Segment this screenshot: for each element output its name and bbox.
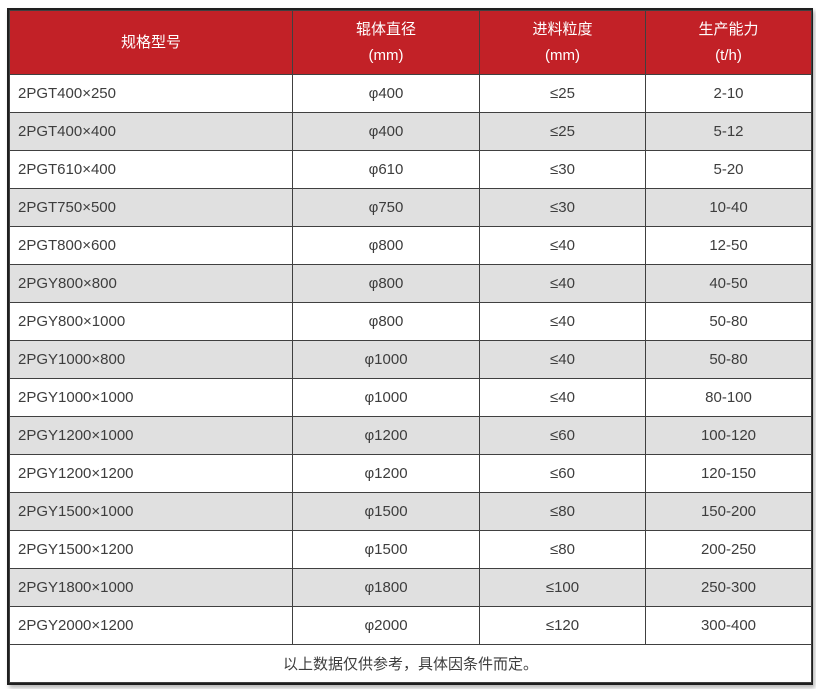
table-row: 2PGT400×400 φ400 ≤25 5-12 xyxy=(9,112,812,151)
cell-spec-model: 2PGT750×500 xyxy=(9,188,293,227)
table-row: 2PGY1000×1000 φ1000 ≤40 80-100 xyxy=(9,378,812,417)
cell-capacity: 300-400 xyxy=(645,606,812,645)
footnote-row: 以上数据仅供参考，具体因条件而定。 xyxy=(9,644,812,683)
column-header-title: 生产能力 xyxy=(698,20,759,38)
cell-capacity: 120-150 xyxy=(645,454,812,493)
cell-capacity: 12-50 xyxy=(645,226,812,265)
cell-roller-diameter: φ1000 xyxy=(292,340,480,379)
column-header-feed-size: 进料粒度 (mm) xyxy=(479,10,646,75)
table-row: 2PGT610×400 φ610 ≤30 5-20 xyxy=(9,150,812,189)
header-row: 规格型号 辊体直径 (mm) 进料粒度 (mm) 生产能力 (t/h) xyxy=(9,10,812,75)
column-header-unit: (mm) xyxy=(545,46,580,64)
column-header-unit: (mm) xyxy=(368,46,404,64)
cell-feed-size: ≤40 xyxy=(479,378,646,417)
table-row: 2PGY1200×1000 φ1200 ≤60 100-120 xyxy=(9,416,812,455)
column-header-spec-model: 规格型号 xyxy=(9,10,293,75)
cell-capacity: 5-12 xyxy=(645,112,812,151)
cell-roller-diameter: φ2000 xyxy=(292,606,480,645)
column-header-roller-diameter: 辊体直径 (mm) xyxy=(292,10,480,75)
cell-capacity: 2-10 xyxy=(645,74,812,113)
cell-capacity: 250-300 xyxy=(645,568,812,607)
cell-feed-size: ≤25 xyxy=(479,74,646,113)
cell-roller-diameter: φ1000 xyxy=(292,378,480,417)
table-row: 2PGY1500×1200 φ1500 ≤80 200-250 xyxy=(9,530,812,569)
cell-spec-model: 2PGY1000×800 xyxy=(9,340,293,379)
cell-spec-model: 2PGY2000×1200 xyxy=(9,606,293,645)
spec-table-container: 规格型号 辊体直径 (mm) 进料粒度 (mm) 生产能力 (t/h) xyxy=(7,8,813,685)
cell-roller-diameter: φ400 xyxy=(292,74,480,113)
cell-roller-diameter: φ1500 xyxy=(292,530,480,569)
cell-feed-size: ≤25 xyxy=(479,112,646,151)
cell-feed-size: ≤30 xyxy=(479,188,646,227)
table-row: 2PGT750×500 φ750 ≤30 10-40 xyxy=(9,188,812,227)
cell-roller-diameter: φ800 xyxy=(292,226,480,265)
cell-capacity: 50-80 xyxy=(645,302,812,341)
table-row: 2PGY800×800 φ800 ≤40 40-50 xyxy=(9,264,812,303)
column-header-capacity: 生产能力 (t/h) xyxy=(645,10,812,75)
cell-roller-diameter: φ1500 xyxy=(292,492,480,531)
table-row: 2PGY800×1000 φ800 ≤40 50-80 xyxy=(9,302,812,341)
cell-capacity: 100-120 xyxy=(645,416,812,455)
cell-spec-model: 2PGT400×400 xyxy=(9,112,293,151)
cell-roller-diameter: φ800 xyxy=(292,302,480,341)
cell-feed-size: ≤80 xyxy=(479,530,646,569)
cell-capacity: 80-100 xyxy=(645,378,812,417)
table-row: 2PGY2000×1200 φ2000 ≤120 300-400 xyxy=(9,606,812,645)
cell-roller-diameter: φ1200 xyxy=(292,454,480,493)
cell-feed-size: ≤40 xyxy=(479,264,646,303)
table-footnote: 以上数据仅供参考，具体因条件而定。 xyxy=(9,644,812,683)
cell-spec-model: 2PGY1800×1000 xyxy=(9,568,293,607)
cell-feed-size: ≤120 xyxy=(479,606,646,645)
cell-roller-diameter: φ400 xyxy=(292,112,480,151)
table-header: 规格型号 辊体直径 (mm) 进料粒度 (mm) 生产能力 (t/h) xyxy=(9,10,812,75)
cell-feed-size: ≤100 xyxy=(479,568,646,607)
cell-spec-model: 2PGY1500×1200 xyxy=(9,530,293,569)
column-header-title: 辊体直径 xyxy=(355,20,416,38)
table-row: 2PGY1200×1200 φ1200 ≤60 120-150 xyxy=(9,454,812,493)
cell-spec-model: 2PGY800×800 xyxy=(9,264,293,303)
cell-capacity: 50-80 xyxy=(645,340,812,379)
cell-roller-diameter: φ610 xyxy=(292,150,480,189)
table-row: 2PGT800×600 φ800 ≤40 12-50 xyxy=(9,226,812,265)
cell-feed-size: ≤40 xyxy=(479,340,646,379)
cell-roller-diameter: φ1200 xyxy=(292,416,480,455)
table-row: 2PGY1500×1000 φ1500 ≤80 150-200 xyxy=(9,492,812,531)
cell-roller-diameter: φ750 xyxy=(292,188,480,227)
cell-spec-model: 2PGY1000×1000 xyxy=(9,378,293,417)
cell-feed-size: ≤80 xyxy=(479,492,646,531)
cell-spec-model: 2PGT800×600 xyxy=(9,226,293,265)
table-body: 2PGT400×250 φ400 ≤25 2-10 2PGT400×400 φ400 ≤25… xyxy=(9,74,812,645)
cell-spec-model: 2PGY1200×1200 xyxy=(9,454,293,493)
cell-capacity: 200-250 xyxy=(645,530,812,569)
cell-roller-diameter: φ800 xyxy=(292,264,480,303)
cell-spec-model: 2PGT610×400 xyxy=(9,150,293,189)
cell-feed-size: ≤60 xyxy=(479,416,646,455)
spec-table: 规格型号 辊体直径 (mm) 进料粒度 (mm) 生产能力 (t/h) xyxy=(9,10,812,683)
cell-spec-model: 2PGT400×250 xyxy=(9,74,293,113)
cell-spec-model: 2PGY1200×1000 xyxy=(9,416,293,455)
column-header-unit: (t/h) xyxy=(715,46,742,64)
cell-capacity: 150-200 xyxy=(645,492,812,531)
column-header-title: 进料粒度 xyxy=(532,20,593,38)
cell-capacity: 40-50 xyxy=(645,264,812,303)
cell-roller-diameter: φ1800 xyxy=(292,568,480,607)
column-header-title: 规格型号 xyxy=(120,33,181,51)
table-footer: 以上数据仅供参考，具体因条件而定。 xyxy=(9,644,812,683)
cell-spec-model: 2PGY1500×1000 xyxy=(9,492,293,531)
cell-capacity: 5-20 xyxy=(645,150,812,189)
cell-feed-size: ≤40 xyxy=(479,226,646,265)
cell-feed-size: ≤40 xyxy=(479,302,646,341)
cell-feed-size: ≤60 xyxy=(479,454,646,493)
cell-feed-size: ≤30 xyxy=(479,150,646,189)
table-row: 2PGY1800×1000 φ1800 ≤100 250-300 xyxy=(9,568,812,607)
cell-capacity: 10-40 xyxy=(645,188,812,227)
table-row: 2PGT400×250 φ400 ≤25 2-10 xyxy=(9,74,812,113)
cell-spec-model: 2PGY800×1000 xyxy=(9,302,293,341)
table-row: 2PGY1000×800 φ1000 ≤40 50-80 xyxy=(9,340,812,379)
